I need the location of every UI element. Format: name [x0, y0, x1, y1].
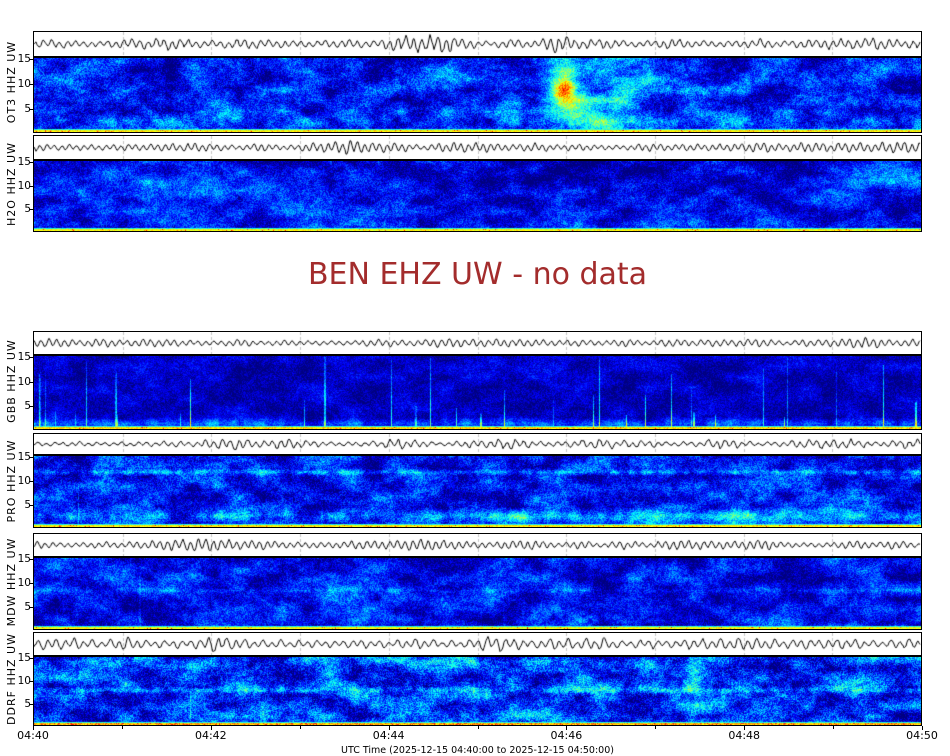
x-tick-label: 04:48: [728, 729, 761, 742]
y-tick-label: 5: [24, 498, 31, 511]
waveform-box-pro: [33, 433, 922, 455]
x-tick-mark-major: [211, 726, 212, 730]
x-tick-mark-minor: [833, 726, 834, 729]
y-tick-mark: [29, 357, 33, 358]
x-tick-mark-major: [744, 726, 745, 730]
y-tick-label: 15: [17, 451, 31, 464]
y-tick-label: 15: [17, 156, 31, 169]
waveform-trace-pro: [34, 434, 921, 454]
waveform-trace-ddrf: [34, 633, 921, 655]
waveform-trace-ot3: [34, 32, 921, 56]
y-tick-mark: [29, 406, 33, 407]
waveform-trace-mdw: [34, 534, 921, 556]
spectrogram-box-gbb: [33, 355, 922, 430]
spectrogram-box-ot3: [33, 57, 922, 133]
x-tick-mark-major: [922, 726, 923, 730]
y-tick-mark: [29, 658, 33, 659]
x-tick-mark-minor: [655, 726, 656, 729]
spectrogram-box-ddrf: [33, 656, 922, 726]
spectrogram-gbb: [34, 356, 921, 429]
y-tick-label: 5: [24, 202, 31, 215]
x-tick-label: 04:50: [906, 729, 938, 742]
spectrogram-box-mdw: [33, 557, 922, 630]
y-tick-mark: [29, 681, 33, 682]
y-tick-label: 15: [17, 351, 31, 364]
y-tick-mark: [29, 607, 33, 608]
x-tick-mark-major: [389, 726, 390, 730]
waveform-box-mdw: [33, 533, 922, 557]
x-tick-mark-minor: [300, 726, 301, 729]
y-tick-mark: [29, 583, 33, 584]
y-tick-label: 10: [17, 675, 31, 688]
y-tick-mark: [29, 559, 33, 560]
waveform-box-gbb: [33, 331, 922, 355]
spectrogram-ot3: [34, 58, 921, 132]
y-tick-label: 5: [24, 102, 31, 115]
y-tick-mark: [29, 382, 33, 383]
y-tick-mark: [29, 84, 33, 85]
y-tick-label: 10: [17, 475, 31, 488]
y-tick-mark: [29, 505, 33, 506]
x-tick-mark-major: [33, 726, 34, 730]
spectrogram-box-h2o: [33, 160, 922, 232]
x-axis-label: UTC Time (2025-12-15 04:40:00 to 2025-12…: [341, 745, 614, 756]
waveform-box-ot3: [33, 31, 922, 57]
spectrogram-pro: [34, 456, 921, 527]
y-tick-label: 5: [24, 400, 31, 412]
spectrogram-box-pro: [33, 455, 922, 528]
y-tick-label: 10: [17, 179, 31, 192]
y-tick-label: 10: [17, 78, 31, 91]
waveform-trace-gbb: [34, 332, 921, 354]
y-tick-label: 10: [17, 376, 31, 388]
y-tick-mark: [29, 704, 33, 705]
y-tick-label: 5: [24, 600, 31, 613]
y-tick-label: 5: [24, 697, 31, 710]
spectrogram-h2o: [34, 161, 921, 231]
waveform-trace-h2o: [34, 136, 921, 159]
x-tick-label: 04:42: [194, 729, 227, 742]
waveform-box-ddrf: [33, 632, 922, 656]
x-tick-label: 04:40: [17, 729, 49, 742]
y-tick-mark: [29, 209, 33, 210]
spectrogram-mdw: [34, 558, 921, 629]
y-tick-label: 10: [17, 577, 31, 590]
y-tick-label: 15: [17, 652, 31, 665]
spectrogram-ddrf: [34, 657, 921, 725]
y-tick-mark: [29, 59, 33, 60]
x-tick-label: 04:44: [372, 729, 405, 742]
y-tick-mark: [29, 457, 33, 458]
waveform-box-h2o: [33, 135, 922, 160]
x-tick-label: 04:46: [550, 729, 583, 742]
x-tick-mark-major: [566, 726, 567, 730]
y-tick-label: 15: [17, 553, 31, 566]
y-tick-mark: [29, 186, 33, 187]
y-tick-mark: [29, 481, 33, 482]
y-tick-label: 15: [17, 53, 31, 66]
x-tick-mark-minor: [478, 726, 479, 729]
y-tick-mark: [29, 162, 33, 163]
no-data-title: BEN EHZ UW - no data: [307, 257, 648, 292]
y-tick-mark: [29, 109, 33, 110]
x-tick-mark-minor: [122, 726, 123, 729]
